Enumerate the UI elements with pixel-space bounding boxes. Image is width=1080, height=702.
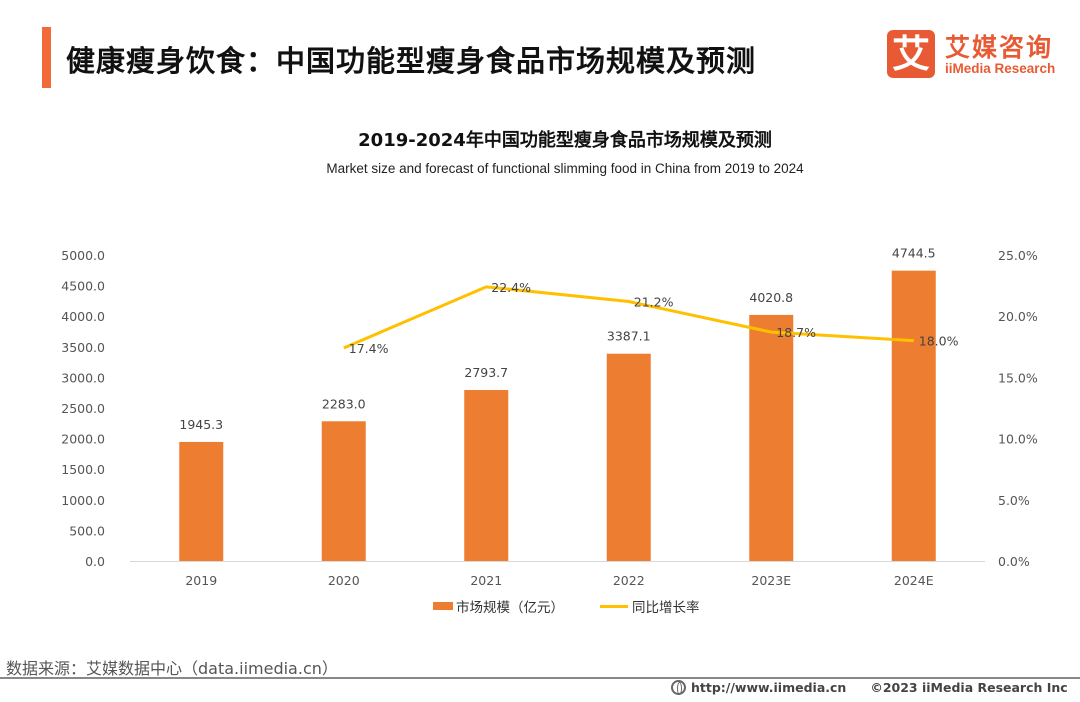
y-right-tick-label: 10.0%	[998, 432, 1038, 447]
globe-icon	[671, 680, 686, 695]
x-tick-label: 2020	[328, 573, 360, 588]
bar	[464, 390, 509, 561]
chart-title: 2019-2024年中国功能型瘦身食品市场规模及预测	[358, 130, 772, 151]
y-left-tick-label: 1500.0	[61, 462, 105, 477]
y-left-tick-label: 3000.0	[61, 370, 105, 385]
y-left-tick-label: 2000.0	[61, 432, 105, 447]
bar	[749, 314, 794, 561]
bar-value-label: 1945.3	[179, 417, 223, 432]
legend-swatch-line	[600, 604, 628, 608]
y-left-tick-label: 500.0	[69, 523, 105, 538]
bar	[606, 353, 651, 561]
y-left-tick-label: 2500.0	[61, 401, 105, 416]
x-tick-label: 2024E	[894, 573, 934, 588]
bar-value-label: 2283.0	[322, 396, 366, 411]
y-left-tick-label: 1000.0	[61, 493, 105, 508]
y-right-tick-label: 15.0%	[998, 370, 1038, 385]
footer: http://www.iimedia.cn ©2023 iiMedia Rese…	[671, 680, 1068, 695]
growth-rate-label: 22.4%	[491, 280, 531, 295]
legend-item-market-size: 市场规模（亿元）	[433, 596, 564, 616]
logo-name-cn: 艾媒咨询	[945, 33, 1054, 62]
bar-value-label: 3387.1	[607, 329, 651, 344]
x-tick-label: 2023E	[751, 573, 791, 588]
legend-item-growth-rate: 同比增长率	[600, 596, 700, 616]
bar-value-label: 4744.5	[892, 246, 936, 261]
y-right-tick-label: 25.0%	[998, 248, 1038, 263]
footer-url[interactable]: http://www.iimedia.cn	[691, 680, 847, 695]
y-left-tick-label: 3500.0	[61, 340, 105, 355]
logo-icon: 艾	[887, 30, 935, 78]
page-title: 健康瘦身饮食：中国功能型瘦身食品市场规模及预测	[66, 44, 757, 78]
iimedia-logo: 艾 艾媒咨询 iiMedia Research	[887, 30, 1067, 82]
data-source: 数据来源：艾媒数据中心（data.iimedia.cn）	[6, 659, 338, 678]
x-tick-label: 2021	[470, 573, 502, 588]
y-left-tick-label: 5000.0	[61, 248, 105, 263]
legend-label-market-size: 市场规模（亿元）	[456, 600, 564, 616]
y-left-tick-label: 4500.0	[61, 279, 105, 294]
y-right-tick-label: 20.0%	[998, 309, 1038, 324]
x-tick-label: 2019	[185, 573, 217, 588]
x-tick-label: 2022	[613, 573, 645, 588]
growth-rate-label: 21.2%	[634, 295, 674, 310]
growth-rate-label: 18.0%	[919, 334, 959, 349]
y-right-tick-label: 5.0%	[998, 493, 1030, 508]
bar-value-label: 4020.8	[749, 290, 793, 305]
chart-legend: 市场规模（亿元） 同比增长率	[0, 596, 1080, 616]
growth-rate-label: 18.7%	[776, 325, 816, 340]
footer-copyright: ©2023 iiMedia Research Inc	[870, 680, 1068, 695]
y-left-tick-label: 0.0	[85, 554, 105, 569]
legend-swatch-bar	[433, 602, 453, 610]
bar	[891, 270, 936, 561]
chart-subtitle: Market size and forecast of functional s…	[326, 161, 804, 176]
y-left-tick-label: 4000.0	[61, 309, 105, 324]
y-right-tick-label: 0.0%	[998, 554, 1030, 569]
logo-name-en: iiMedia Research	[945, 61, 1056, 76]
footer-divider	[0, 677, 1080, 679]
bar	[321, 421, 366, 561]
legend-label-growth-rate: 同比增长率	[632, 600, 700, 616]
growth-rate-label: 17.4%	[349, 341, 389, 356]
title-accent-bar	[42, 27, 51, 88]
bar-value-label: 2793.7	[464, 365, 508, 380]
bar	[179, 441, 224, 561]
